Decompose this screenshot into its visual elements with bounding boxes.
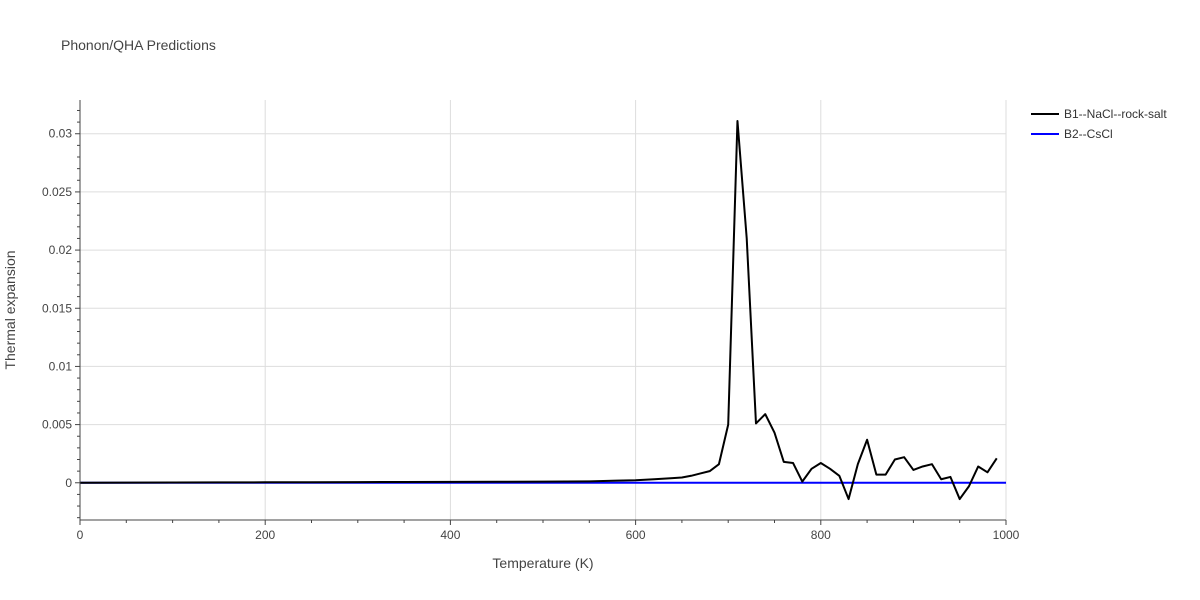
legend: B1--NaCl--rock-salt B2--CsCl — [1031, 107, 1167, 141]
tick-labels: 0 200 400 600 800 1000 0 0.005 0.01 0.015 0.02 0.02… — [42, 127, 1020, 542]
x-axis-title: Temperature (K) — [492, 555, 593, 571]
y-tick-label: 0.025 — [42, 185, 72, 199]
x-tick-label: 200 — [255, 528, 275, 542]
grid — [80, 100, 1007, 520]
chart-title: Phonon/QHA Predictions — [61, 37, 216, 53]
y-tick-label: 0 — [65, 476, 72, 490]
y-axis-title: Thermal expansion — [2, 250, 18, 369]
series-layer — [79, 119, 1006, 501]
x-tick-label: 600 — [626, 528, 646, 542]
y-tick-label: 0.005 — [42, 418, 72, 432]
x-tick-label: 1000 — [993, 528, 1020, 542]
x-tick-label: 800 — [811, 528, 831, 542]
legend-label-2: B2--CsCl — [1064, 127, 1113, 141]
legend-label-1: B1--NaCl--rock-salt — [1064, 107, 1167, 121]
y-tick-label: 0.02 — [49, 243, 73, 257]
x-tick-label: 400 — [440, 528, 460, 542]
series-line-1 — [79, 119, 998, 501]
x-tick-label: 0 — [77, 528, 84, 542]
y-tick-label: 0.01 — [49, 359, 73, 373]
y-tick-label: 0.03 — [49, 127, 73, 141]
y-tick-label: 0.015 — [42, 301, 72, 315]
axes — [75, 100, 1007, 525]
